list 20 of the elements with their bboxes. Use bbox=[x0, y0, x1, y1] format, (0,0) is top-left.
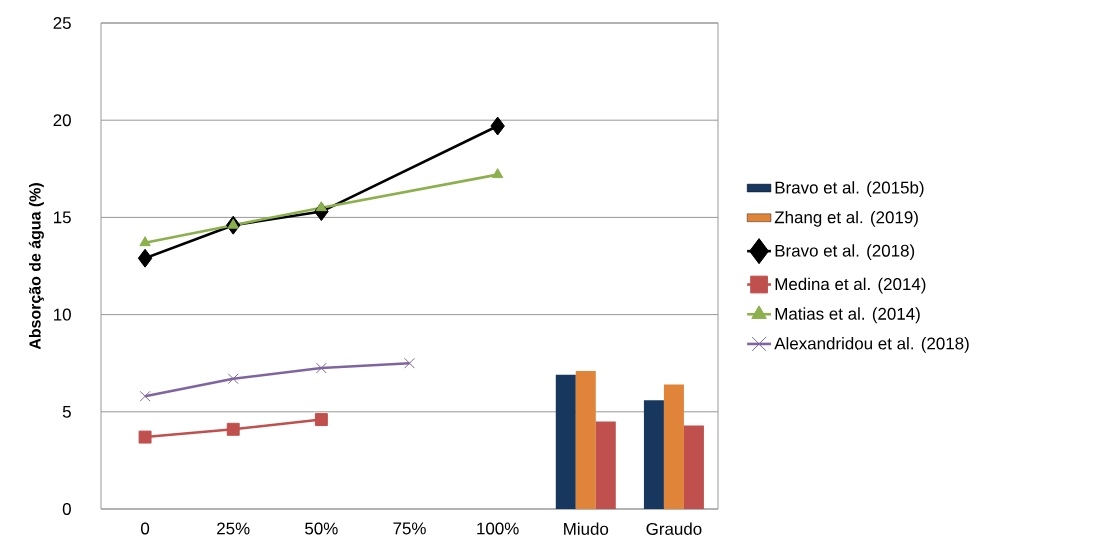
x-tick-label: 50% bbox=[305, 522, 338, 535]
y-axis-title: Absorção de água (%) bbox=[28, 183, 44, 350]
x-tick-label: 0 bbox=[141, 522, 150, 535]
x-tick-label: 75% bbox=[393, 522, 426, 535]
legend-label: Bravo et al. (2018) bbox=[775, 244, 915, 261]
y-tick-label: 10 bbox=[54, 308, 71, 321]
y-tick-label: 5 bbox=[62, 405, 71, 418]
legend-label: Matias et al. (2014) bbox=[775, 307, 920, 324]
x-tick-label: 100% bbox=[477, 522, 519, 535]
x-tick-label: Miudo bbox=[564, 522, 609, 535]
y-tick-label: 15 bbox=[54, 211, 71, 224]
x-tick-label: Graudo bbox=[646, 522, 702, 535]
y-tick-label: 0 bbox=[62, 503, 71, 515]
legend-label: Zhang et al. (2019) bbox=[774, 210, 918, 227]
x-tick-label: 25% bbox=[217, 522, 250, 535]
legend-label: Alexandridou et al. (2018) bbox=[774, 337, 969, 353]
legend-label: Bravo et al. (2015b) bbox=[775, 181, 924, 197]
legend-label: Medina et al. (2014) bbox=[775, 277, 926, 294]
y-tick-label: 25 bbox=[53, 17, 71, 29]
y-tick-label: 20 bbox=[53, 114, 71, 127]
